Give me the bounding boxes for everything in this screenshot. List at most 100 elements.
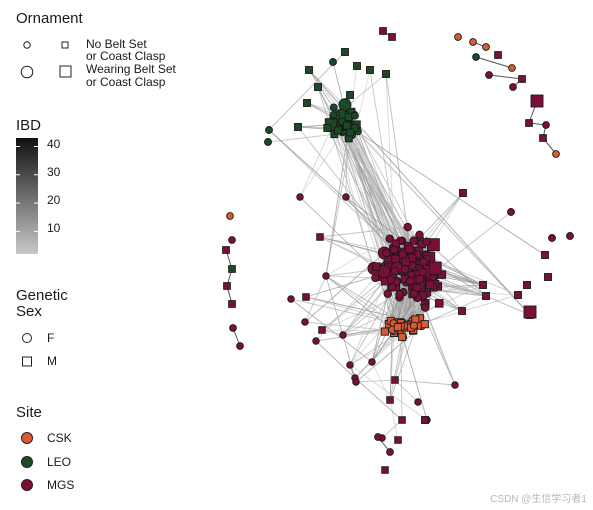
network-edge (389, 329, 393, 401)
network-node-csk (552, 150, 560, 158)
network-edge (426, 293, 463, 312)
network-node-mgs (514, 291, 522, 299)
network-node-leo (305, 66, 313, 74)
network-node-mgs (388, 33, 396, 41)
network-node-mgs (228, 300, 236, 308)
ornament-item-1-line1: No Belt Set (86, 37, 147, 51)
network-node-mgs (413, 283, 422, 292)
network-nodes (222, 27, 574, 474)
network-edge (299, 196, 375, 269)
ornament-small-square-key (61, 41, 69, 49)
network-node-mgs (542, 121, 550, 129)
network-node-mgs (566, 232, 574, 240)
network-node-mgs (541, 251, 549, 259)
network-edge (488, 74, 523, 80)
network-edge (332, 114, 386, 282)
sex-m-label: M (47, 354, 57, 368)
network-edge (325, 275, 395, 332)
network-node-mgs (379, 27, 387, 35)
network-node-leo (294, 123, 302, 131)
network-node-mgs (312, 337, 320, 345)
network-node-mgs (405, 276, 415, 286)
network-edge (349, 122, 531, 316)
network-node-mgs (507, 208, 515, 216)
sex-m-key (22, 356, 32, 367)
ibd-colorbar-ticks (16, 145, 38, 232)
network-node-mgs (403, 222, 412, 232)
network-node-mgs (485, 71, 493, 79)
sex-f-key (22, 333, 32, 343)
network-node-mgs (389, 245, 399, 254)
network-edge (299, 125, 334, 198)
ibd-tick-label-20: 20 (47, 193, 61, 207)
network-node-csk (393, 323, 402, 332)
genetic-sex-title-line2: Sex (16, 303, 42, 320)
network-node-csk (508, 64, 516, 72)
genetic-sex-title-line1: Genetic (16, 287, 68, 304)
network-edge (337, 118, 546, 256)
site-leo-label: LEO (47, 455, 72, 469)
network-node-mgs (548, 234, 556, 242)
network-node-leo (366, 66, 374, 74)
network-node-mgs (451, 381, 459, 389)
network-node-mgs (372, 262, 381, 271)
network-edge (349, 280, 386, 366)
network-node-mgs (420, 303, 430, 312)
network-edge (485, 295, 531, 316)
network-node-mgs (523, 281, 531, 289)
network-edge (325, 275, 356, 379)
network-node-mgs (381, 466, 389, 474)
network-node-mgs (395, 290, 404, 299)
network-node-csk (226, 212, 234, 220)
network-node-mgs (386, 396, 394, 404)
network-node-mgs (287, 295, 295, 303)
network-edge (268, 129, 414, 268)
network-edge (355, 325, 423, 383)
ibd-legend-title: IBD (16, 117, 42, 134)
network-node-mgs (437, 270, 447, 279)
network-node-mgs (346, 361, 354, 369)
network-node-leo (353, 62, 361, 70)
site-leo-key (21, 456, 33, 468)
network-edge (400, 326, 403, 421)
network-node-csk (380, 327, 389, 336)
network-node-mgs (222, 246, 230, 254)
ibd-tick-label-30: 30 (47, 165, 61, 179)
ornament-legend-title: Ornament (16, 10, 83, 27)
site-mgs-label: MGS (47, 478, 75, 492)
network-edge (325, 275, 394, 324)
network-node-mgs (301, 318, 309, 326)
network-node-csk (482, 43, 490, 51)
network-node-csk (398, 332, 407, 341)
network-node-mgs (425, 280, 434, 289)
network-node-leo (329, 58, 337, 66)
network-node-mgs (539, 134, 547, 142)
network-edge (268, 129, 391, 240)
network-edge (299, 124, 348, 198)
network-node-mgs (421, 416, 429, 424)
network-node-mgs (302, 293, 310, 301)
network-node-mgs (388, 283, 397, 292)
network-node-mgs (415, 230, 424, 240)
network-node-mgs (544, 273, 552, 281)
network-node-mgs (228, 236, 236, 244)
network-node-mgs (422, 237, 432, 247)
network-edge (426, 192, 464, 243)
network-node-mgs (223, 282, 231, 290)
network-node-mgs (509, 83, 517, 91)
network-node-csk (469, 38, 477, 46)
network-edge (356, 69, 371, 125)
network-edge (290, 298, 391, 323)
network-node-mgs (523, 305, 537, 319)
network-node-leo (314, 83, 322, 91)
network-node-mgs (479, 281, 487, 289)
network-node-mgs (316, 233, 324, 241)
network-node-leo (346, 91, 354, 99)
ibd-colorbar (16, 138, 38, 254)
network-node-mgs (236, 342, 244, 350)
network-node-leo (338, 98, 352, 112)
network-node-csk (454, 33, 462, 41)
network-edge (315, 340, 356, 379)
network-edge (394, 379, 419, 403)
network-node-leo (472, 53, 480, 61)
